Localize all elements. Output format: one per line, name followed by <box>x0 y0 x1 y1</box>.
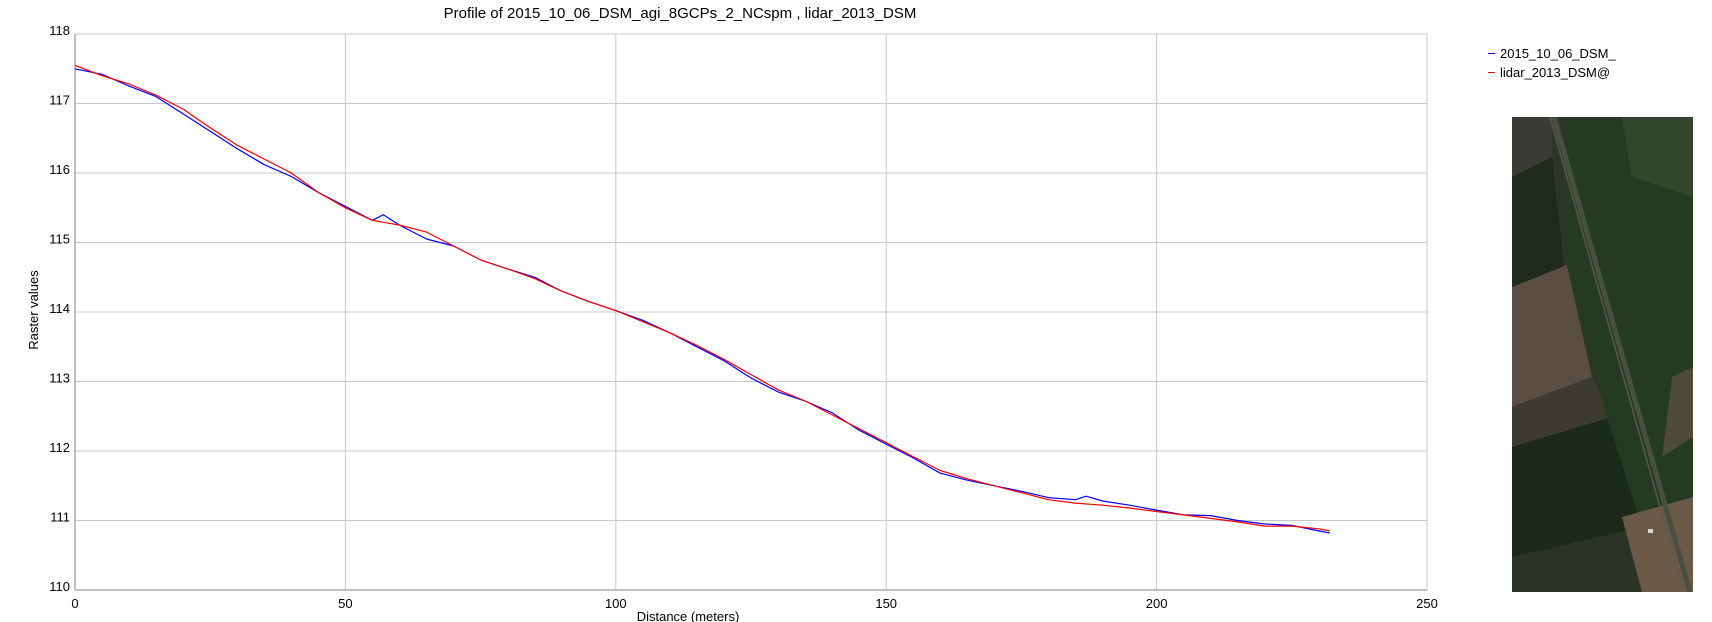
chart-legend: 2015_10_06_DSM_ lidar_2013_DSM@ <box>1488 44 1616 82</box>
x-axis-title: Distance (meters) <box>637 609 740 622</box>
legend-swatch-blue <box>1488 53 1495 54</box>
x-tick-label: 200 <box>1146 596 1168 611</box>
y-tick-label: 115 <box>49 232 70 247</box>
x-tick-label: 100 <box>605 596 627 611</box>
y-axis-title: Raster values <box>26 270 41 350</box>
series-lines <box>74 64 1330 534</box>
y-tick-label: 112 <box>49 440 70 455</box>
profile-chart: Profile of 2015_10_06_DSM_agi_8GCPs_2_NC… <box>26 5 1438 622</box>
legend-swatch-red <box>1488 72 1495 73</box>
aerial-image <box>1512 117 1693 592</box>
x-tick-label: 250 <box>1416 596 1438 611</box>
tick-labels: 0 50 100 150 200 250 110 111 112 113 114 115 116 117 1… <box>49 23 1438 611</box>
legend-item-dsm-2015: 2015_10_06_DSM_ <box>1488 44 1616 63</box>
legend-label: 2015_10_06_DSM_ <box>1500 46 1616 61</box>
y-tick-label: 110 <box>49 579 70 594</box>
y-tick-label: 117 <box>49 93 70 108</box>
y-tick-label: 116 <box>49 162 70 177</box>
x-tick-label: 50 <box>338 596 352 611</box>
y-tick-label: 114 <box>49 301 70 316</box>
series-line-lidar-2013 <box>74 64 1330 532</box>
y-tick-label: 113 <box>49 371 70 386</box>
chart-title: Profile of 2015_10_06_DSM_agi_8GCPs_2_NC… <box>444 5 917 22</box>
series-line-dsm-2015 <box>74 68 1330 534</box>
axes <box>74 34 1427 591</box>
profile-map-thumbnail <box>1512 117 1693 592</box>
grid-lines <box>74 33 1428 591</box>
legend-item-lidar-2013: lidar_2013_DSM@ <box>1488 63 1616 82</box>
x-tick-label: 0 <box>71 596 78 611</box>
y-tick-label: 111 <box>50 510 70 525</box>
x-tick-label: 150 <box>875 596 897 611</box>
y-tick-label: 118 <box>49 23 70 38</box>
legend-label: lidar_2013_DSM@ <box>1500 65 1611 80</box>
